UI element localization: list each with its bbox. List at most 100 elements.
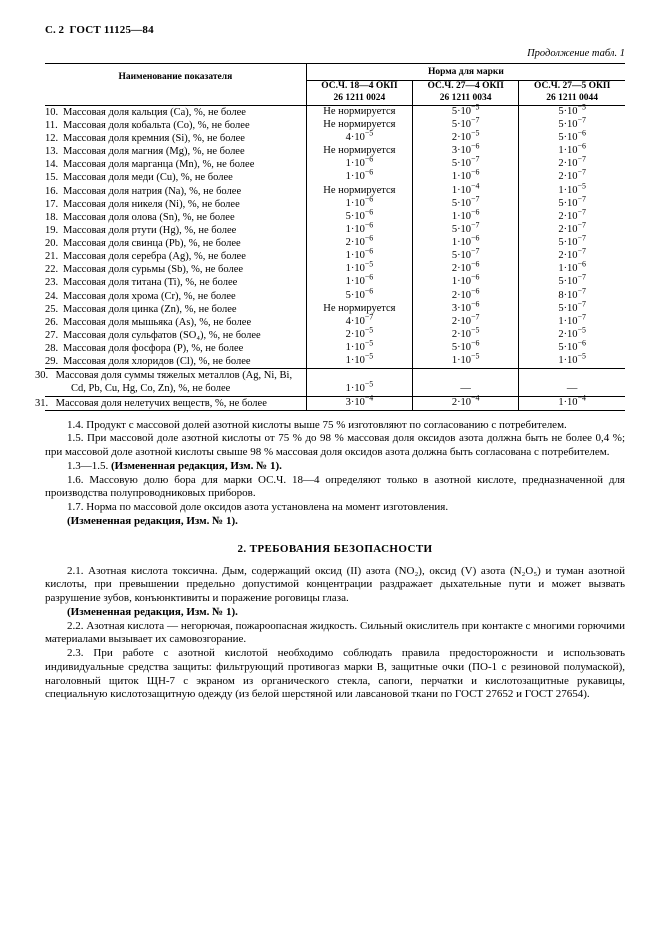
parameter-value: 2·10−4 — [413, 396, 519, 410]
parameter-name: 26.Массовая доля мышьяка (As), %, не бол… — [45, 316, 306, 329]
parameter-value: 5·10−7 — [519, 237, 625, 250]
parameter-name: 14.Массовая доля марганца (Mn), %, не бо… — [45, 158, 306, 171]
parameter-value: 5·10−7 — [519, 198, 625, 211]
parameter-value: 1·10−6 — [413, 171, 519, 184]
parameter-value: 1·10−6 — [413, 211, 519, 224]
parameter-name: 12.Массовая доля кремния (Si), %, не бол… — [45, 132, 306, 145]
parameter-value: 1·10−6 — [306, 198, 412, 211]
parameter-value: Не нормируется — [306, 145, 412, 158]
body-text-2: 2.1. Азотная кислота токсична. Дым, соде… — [45, 565, 625, 703]
parameter-value: 1·10−6 — [306, 224, 412, 237]
parameter-value: Не нормируется — [306, 119, 412, 132]
parameter-value: 5·10−6 — [519, 342, 625, 355]
parameter-value: 5·10−6 — [413, 342, 519, 355]
parameter-value: 5·10−7 — [413, 224, 519, 237]
parameter-value: 2·10−7 — [519, 171, 625, 184]
col-header-norm: Норма для марки — [306, 64, 625, 81]
standard-code: ГОСТ 11125—84 — [69, 24, 153, 36]
parameter-name: 24.Массовая доля хрома (Cr), %, не более — [45, 290, 306, 303]
parameter-value: 1·10−4 — [519, 396, 625, 410]
paragraph: (Измененная редакция, Изм. № 1). — [45, 606, 625, 620]
parameter-value: 1·10−6 — [519, 263, 625, 276]
paragraph: 2.3. При работе с азотной кислотой необх… — [45, 647, 625, 702]
parameter-value: 1·10−5 — [519, 355, 625, 369]
parameter-name: 11.Массовая доля кобальта (Co), %, не бо… — [45, 119, 306, 132]
paragraph: 1.4. Продукт с массовой долей азотной ки… — [45, 419, 625, 433]
parameter-name: 23.Массовая доля титана (Ti), %, не боле… — [45, 276, 306, 289]
parameter-name: 31. Массовая доля нелетучих веществ, %, … — [45, 396, 306, 410]
parameter-value: 2·10−7 — [519, 211, 625, 224]
parameter-value: — — [413, 369, 519, 396]
parameter-name: 10.Массовая доля кальция (Ca), %, не бол… — [45, 105, 306, 119]
parameter-name: 19.Массовая доля ртути (Hg), %, не более — [45, 224, 306, 237]
paragraph: 2.2. Азотная кислота — негорючая, пожаро… — [45, 620, 625, 648]
parameter-value: 2·10−7 — [519, 224, 625, 237]
parameter-value: 5·10−5 — [413, 105, 519, 119]
paragraph: 1.5. При массовой доле азотной кислоты о… — [45, 432, 625, 460]
parameter-value: 1·10−5 — [413, 355, 519, 369]
paragraph: 1.7. Норма по массовой доле оксидов азот… — [45, 501, 625, 515]
parameter-name: 21.Массовая доля серебра (Ag), %, не бол… — [45, 250, 306, 263]
grade-header: ОС.Ч. 18—4 ОКП26 1211 0024 — [306, 81, 412, 106]
parameter-value: 1·10−6 — [306, 250, 412, 263]
parameter-value: 1·10−5 — [306, 369, 412, 396]
parameter-value: 5·10−7 — [413, 198, 519, 211]
parameter-value: 5·10−6 — [306, 211, 412, 224]
page-number: С. 2 — [45, 24, 64, 36]
parameter-value: 1·10−6 — [413, 276, 519, 289]
parameter-value: 1·10−6 — [306, 158, 412, 171]
parameter-name: 13.Массовая доля магния (Mg), %, не боле… — [45, 145, 306, 158]
parameter-value: 5·10−7 — [413, 250, 519, 263]
parameter-name: 25.Массовая доля цинка (Zn), %, не более — [45, 303, 306, 316]
grade-header: ОС.Ч. 27—4 ОКП26 1211 0034 — [413, 81, 519, 106]
parameter-value: 1·10−5 — [306, 355, 412, 369]
parameter-value: 5·10−7 — [413, 158, 519, 171]
parameter-value: 5·10−7 — [413, 119, 519, 132]
parameter-value: 2·10−7 — [413, 316, 519, 329]
parameter-name: 17.Массовая доля никеля (Ni), %, не боле… — [45, 198, 306, 211]
parameter-value: 3·10−6 — [413, 145, 519, 158]
parameter-value: 2·10−7 — [519, 250, 625, 263]
paragraph: (Измененная редакция, Изм. № 1). — [45, 515, 625, 529]
parameter-value: 2·10−7 — [519, 158, 625, 171]
paragraph: 1.3—1.5. (Измененная редакция, Изм. № 1)… — [45, 460, 625, 474]
parameter-value: 1·10−5 — [306, 342, 412, 355]
parameter-name: 15.Массовая доля меди (Cu), %, не более — [45, 171, 306, 184]
parameter-value: 8·10−7 — [519, 290, 625, 303]
parameter-value: 3·10−4 — [306, 396, 412, 410]
parameter-value: 1·10−6 — [413, 237, 519, 250]
paragraph: 1.6. Массовую долю бора для марки ОС.Ч. … — [45, 474, 625, 502]
parameter-value: 5·10−7 — [519, 303, 625, 316]
parameter-value: 1·10−4 — [413, 185, 519, 198]
parameter-name: 29.Массовая доля хлоридов (Cl), %, не бо… — [45, 355, 306, 369]
parameter-value: 5·10−6 — [519, 132, 625, 145]
parameter-value: 4·10−5 — [306, 132, 412, 145]
parameter-value: 1·10−5 — [306, 263, 412, 276]
parameter-name: 18.Массовая доля олова (Sn), %, не более — [45, 211, 306, 224]
parameter-value: Не нормируется — [306, 303, 412, 316]
parameter-value: 2·10−5 — [519, 329, 625, 342]
parameter-name: 30. Массовая доля суммы тяжелых металлов… — [45, 369, 306, 396]
paragraph: 2.1. Азотная кислота токсична. Дым, соде… — [45, 565, 625, 606]
parameter-value: Не нормируется — [306, 185, 412, 198]
col-header-name: Наименование показателя — [45, 64, 306, 106]
specification-table: Наименование показателя Норма для марки … — [45, 63, 625, 411]
parameter-value: 1·10−7 — [519, 316, 625, 329]
parameter-value: 5·10−7 — [519, 276, 625, 289]
parameter-value: 4·10−7 — [306, 316, 412, 329]
section-2-title: 2. ТРЕБОВАНИЯ БЕЗОПАСНОСТИ — [45, 543, 625, 555]
parameter-name: 16.Массовая доля натрия (Na), %, не боле… — [45, 185, 306, 198]
parameter-value: 1·10−6 — [519, 145, 625, 158]
page-header: С. 2 ГОСТ 11125—84 — [45, 24, 625, 36]
parameter-value: 5·10−6 — [306, 290, 412, 303]
parameter-value: 2·10−6 — [306, 237, 412, 250]
parameter-value: 2·10−6 — [413, 263, 519, 276]
parameter-name: 22.Массовая доля сурьмы (Sb), %, не боле… — [45, 263, 306, 276]
parameter-name: 27.Массовая доля сульфатов (SO₄), %, не … — [45, 329, 306, 342]
parameter-name: 28.Массовая доля фосфора (P), %, не боле… — [45, 342, 306, 355]
parameter-name: 20.Массовая доля свинца (Pb), %, не боле… — [45, 237, 306, 250]
parameter-value: 1·10−6 — [306, 171, 412, 184]
table-continuation-label: Продолжение табл. 1 — [45, 48, 625, 59]
parameter-value: 1·10−5 — [519, 185, 625, 198]
parameter-value: 5·10−7 — [519, 119, 625, 132]
